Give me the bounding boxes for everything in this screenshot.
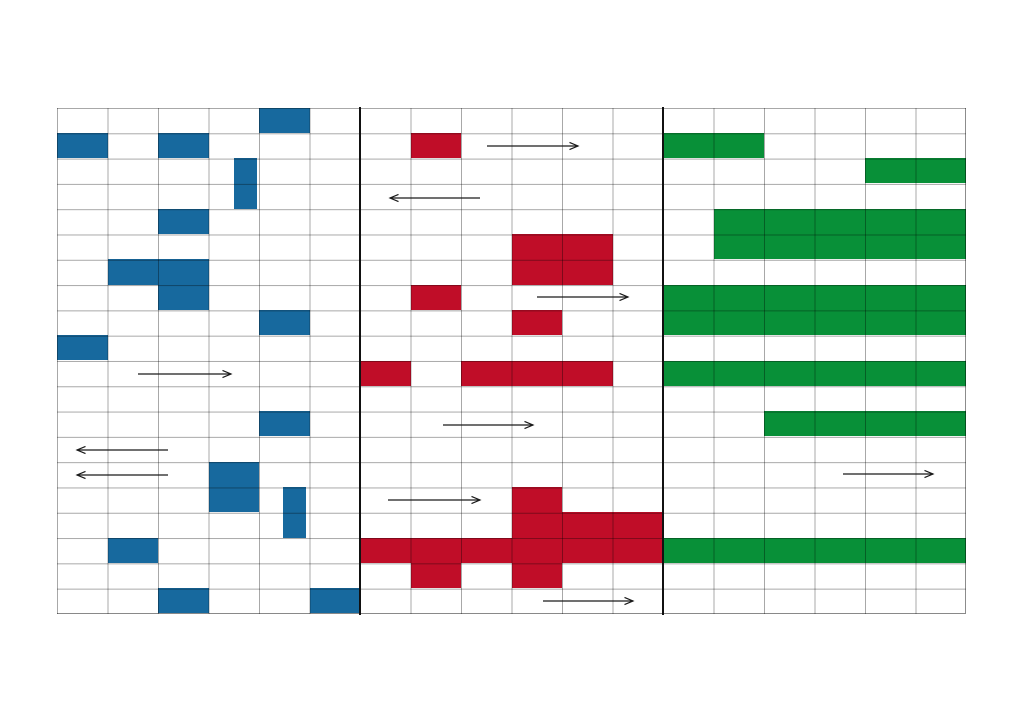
grid-block-red — [360, 537, 663, 563]
grid-block-red — [511, 487, 562, 513]
grid-block-blue — [259, 107, 310, 133]
grid-block-red — [461, 360, 613, 386]
grid-block-red — [511, 309, 562, 336]
grid-block-green — [764, 411, 966, 437]
arrow-left-icon — [75, 470, 168, 480]
arrow-right-icon — [443, 420, 535, 430]
arrow-left-icon — [388, 193, 480, 203]
grid-block-blue — [259, 411, 310, 437]
grid-block-blue — [107, 537, 158, 563]
grid-block-blue — [283, 487, 307, 538]
grid-block-blue — [309, 588, 360, 614]
arrow-right-icon — [843, 469, 935, 479]
arrow-right-icon — [543, 596, 635, 606]
grid-block-green — [663, 537, 966, 563]
arrow-right-icon — [537, 292, 630, 302]
grid-block-green — [663, 132, 764, 159]
pattern-grid — [57, 106, 966, 615]
grid-block-red — [511, 234, 613, 285]
grid-block-blue — [259, 309, 310, 336]
grid-block-red — [511, 562, 562, 589]
blocks-layer — [57, 107, 966, 614]
grid-block-green — [713, 208, 966, 260]
grid-block-blue — [158, 588, 209, 614]
grid-block-red — [410, 562, 461, 589]
arrow-right-icon — [388, 495, 482, 505]
grid-block-blue — [158, 208, 209, 234]
grid-block-red — [511, 512, 663, 538]
grid-block-blue — [57, 335, 108, 361]
grid-block-red — [410, 284, 461, 310]
grid-block-red — [360, 360, 411, 386]
arrow-right-icon — [138, 369, 233, 379]
grid-block-blue — [158, 284, 209, 310]
grid-block-blue — [158, 132, 209, 159]
arrow-left-icon — [75, 445, 168, 455]
grid-block-blue — [57, 132, 108, 159]
arrow-right-icon — [487, 141, 580, 151]
grid-block-blue — [208, 461, 259, 513]
grid-block-green — [663, 284, 966, 336]
grid-block-green — [865, 158, 966, 184]
arrows-layer — [57, 108, 966, 614]
grid-block-blue — [233, 158, 257, 209]
grid-block-blue — [107, 259, 209, 285]
grid-block-red — [410, 132, 461, 159]
grid-block-green — [663, 360, 966, 386]
